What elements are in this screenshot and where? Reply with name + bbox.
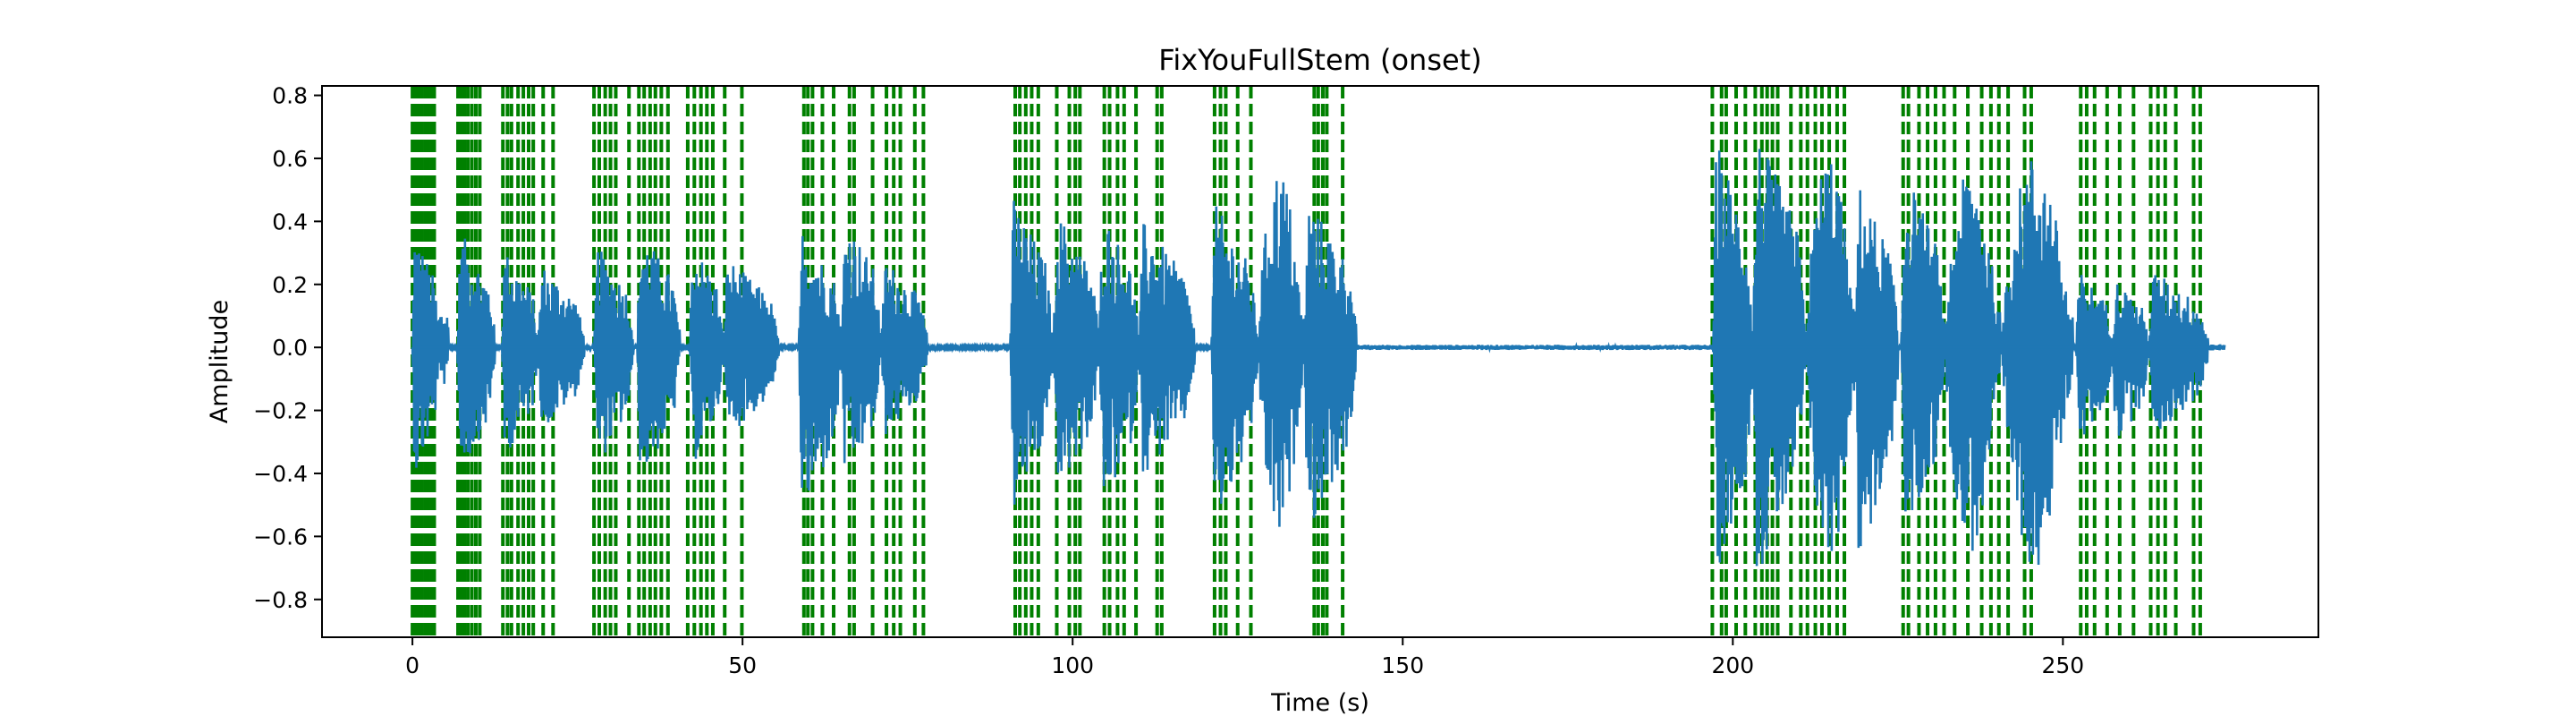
x-tick-label: 250: [2041, 652, 2084, 678]
y-tick-label: −0.6: [253, 524, 308, 550]
y-tick-label: 0.6: [272, 146, 308, 172]
x-tick-label: 100: [1051, 652, 1094, 678]
x-tick-label: 0: [405, 652, 419, 678]
y-axis-ticks: −0.8 −0.6 −0.4 −0.2 0.0 0.2 0.4 0.6 0.8: [253, 83, 322, 613]
plot-frame: [321, 85, 2319, 638]
y-tick-label: −0.4: [253, 461, 308, 487]
y-tick-label: 0.0: [272, 335, 308, 361]
y-tick-label: 0.4: [272, 209, 308, 234]
y-tick-label: 0.8: [272, 83, 308, 109]
x-axis-ticks: 0 50 100 150 200 250: [405, 637, 2084, 678]
x-axis-label: Time (s): [1270, 689, 1369, 716]
y-axis-label: Amplitude: [206, 300, 233, 423]
y-tick-label: −0.2: [253, 398, 308, 424]
waveform-line: [411, 149, 2226, 567]
chart-title: FixYouFullStem (onset): [1158, 43, 1481, 77]
y-tick-label: 0.2: [272, 272, 308, 298]
x-tick-label: 50: [728, 652, 757, 678]
x-tick-label: 200: [1711, 652, 1754, 678]
waveform-series: [411, 149, 2226, 567]
x-tick-label: 150: [1381, 652, 1424, 678]
y-tick-label: −0.8: [253, 587, 308, 613]
